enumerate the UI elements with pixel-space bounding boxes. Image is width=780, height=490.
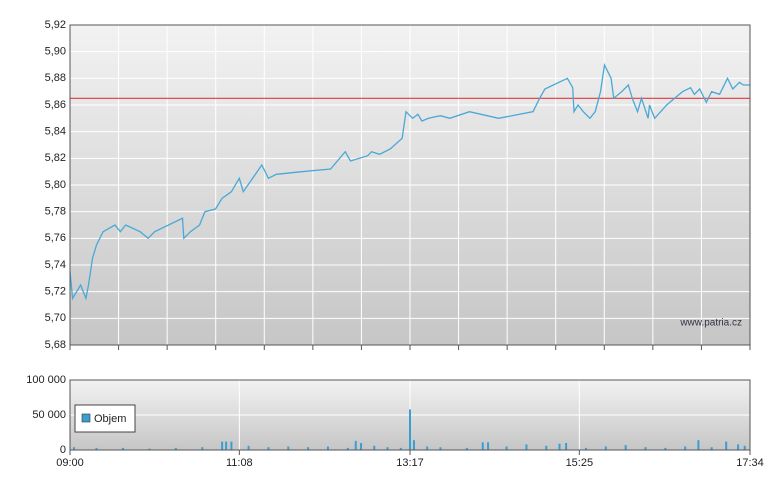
y-tick-label: 0 (60, 444, 66, 456)
volume-bar (267, 447, 270, 450)
x-tick-label: 15:25 (566, 457, 594, 469)
y-tick-label: 5,84 (45, 126, 66, 138)
volume-bar (487, 442, 490, 450)
x-tick-label: 11:08 (226, 457, 253, 469)
volume-bar (412, 440, 415, 450)
volume-bar (558, 443, 561, 450)
legend: Objem (74, 404, 136, 433)
volume-bar (360, 443, 363, 450)
volume-bar (354, 440, 357, 450)
volume-bar (525, 444, 528, 450)
volume-bar (148, 448, 151, 450)
volume-bar (409, 409, 411, 450)
volume-bar (174, 447, 177, 450)
volume-bar (710, 447, 713, 450)
y-tick-label: 5,88 (45, 72, 66, 84)
volume-bar (247, 445, 250, 450)
volume-bar (72, 447, 75, 450)
legend-label: Objem (94, 413, 126, 425)
volume-bar (725, 441, 728, 450)
y-tick-label: 5,82 (45, 152, 66, 164)
y-tick-label: 5,78 (45, 206, 66, 218)
y-tick-label: 5,76 (45, 232, 66, 244)
volume-bar (201, 447, 204, 450)
price-line (69, 62, 750, 301)
volume-bar (481, 442, 484, 450)
volume-bar (373, 445, 376, 450)
volume-bar (287, 446, 290, 450)
volume-bar (604, 446, 607, 450)
plot-border (69, 379, 751, 451)
volume-bar (326, 446, 329, 450)
y-tick-label: 5,86 (45, 99, 66, 111)
y-tick-label: 100 000 (26, 374, 66, 386)
x-tick-label: 09:00 (56, 457, 84, 469)
volume-bar (545, 445, 548, 450)
volume-bar (624, 445, 627, 450)
volume-bar (505, 446, 508, 450)
volume-bar (439, 447, 442, 450)
y-tick-label: 5,74 (45, 259, 66, 271)
volume-bar (121, 447, 124, 450)
volume-bar (644, 447, 647, 450)
volume-bar (307, 447, 310, 450)
legend-swatch (81, 413, 91, 423)
x-tick-label: 17:34 (736, 457, 764, 469)
volume-bar (386, 447, 389, 450)
volume-bar (95, 447, 98, 450)
volume-bar (565, 443, 568, 450)
volume-bar (346, 447, 349, 450)
volume-bar (743, 445, 746, 450)
y-tick-label: 5,90 (45, 46, 66, 58)
y-tick-label: 5,72 (45, 286, 66, 298)
volume-bar (684, 446, 687, 450)
y-tick-label: 5,80 (45, 179, 66, 191)
volume-bar (225, 441, 228, 450)
plot-border (69, 24, 751, 346)
volume-bar (664, 447, 667, 450)
y-tick-label: 50 000 (32, 409, 66, 421)
y-tick-label: 5,70 (45, 312, 66, 324)
volume-bar (221, 441, 224, 450)
volume-bar (465, 447, 468, 450)
y-tick-label: 5,92 (45, 19, 66, 31)
watermark: www.patria.cz (679, 318, 742, 329)
layer: 5,68 5,70 5,72 5,74 5,76 5,78 5,80 5,82 5,84 5,86… (26, 19, 764, 469)
volume-bar (737, 444, 740, 450)
x-tick-label: 13:17 (396, 457, 424, 469)
volume-bar (230, 441, 233, 450)
volume-bar (584, 447, 587, 450)
volume-bar (426, 446, 429, 450)
y-tick-label: 5,68 (45, 339, 66, 351)
volume-bar (697, 440, 700, 450)
volume-bar (399, 447, 402, 450)
